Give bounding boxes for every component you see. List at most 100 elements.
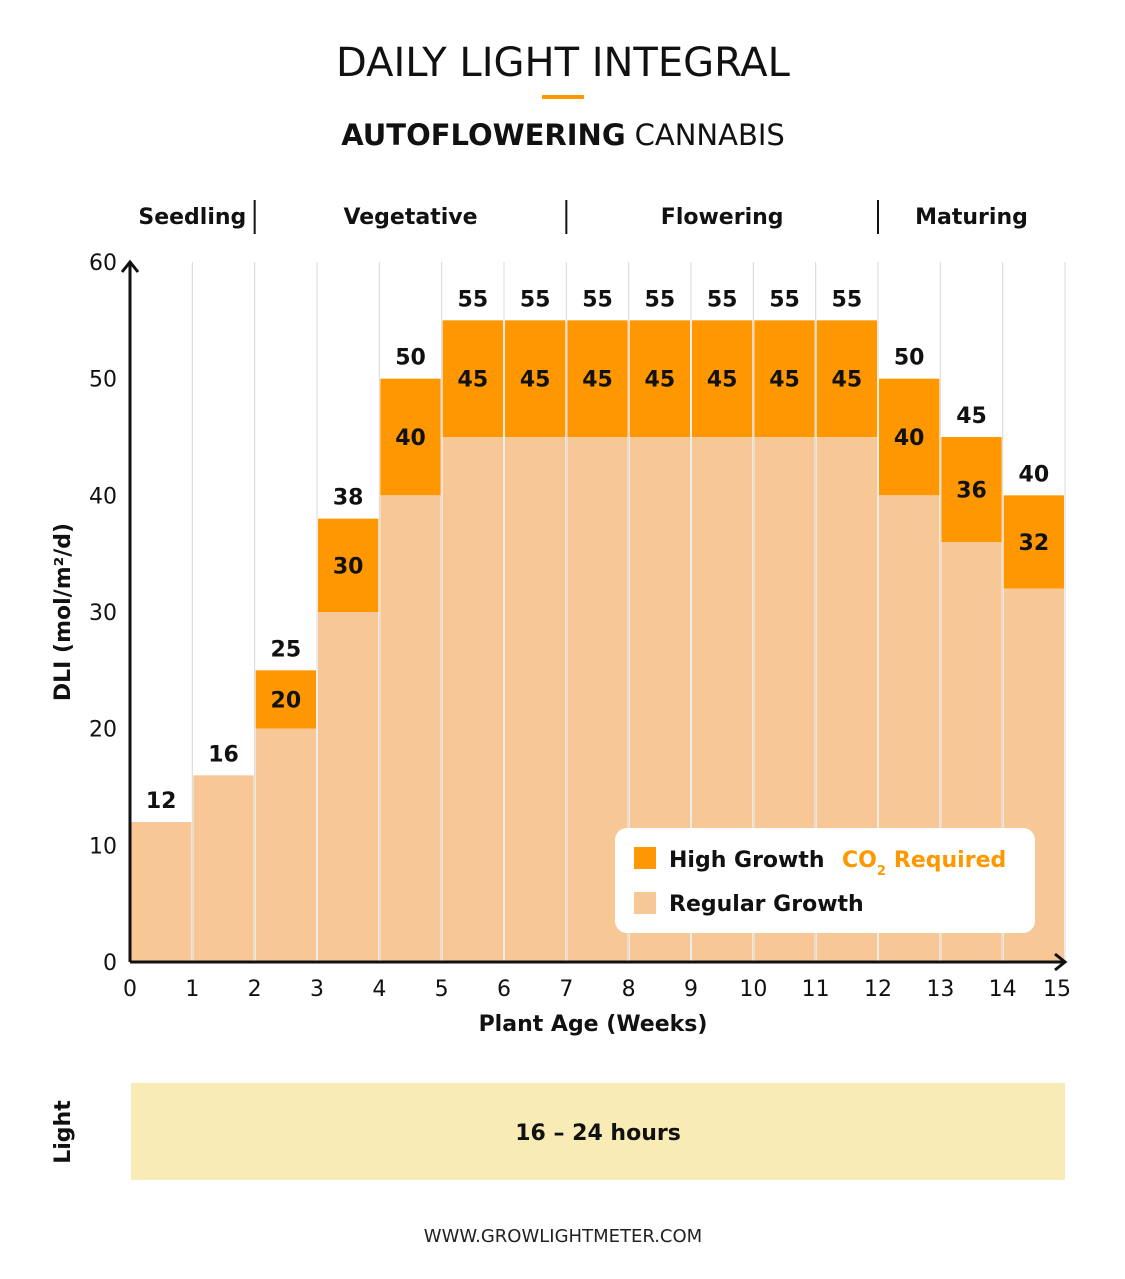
subtitle-rest: CANNABIS <box>635 118 785 152</box>
footer-url: WWW.GROWLIGHTMETER.COM <box>424 1226 702 1247</box>
x-tick-label: 8 <box>622 977 636 1002</box>
y-tick-label: 20 <box>89 718 117 743</box>
x-tick-label: 4 <box>372 977 386 1002</box>
chart-title: DAILY LIGHT INTEGRAL <box>336 40 791 86</box>
phase-label: Vegetative <box>343 205 477 230</box>
data-label-high: 50 <box>894 346 925 371</box>
x-tick-label: 3 <box>310 977 324 1002</box>
data-label-high: 45 <box>956 404 987 429</box>
bar-high-growth <box>941 437 1002 542</box>
bar-high-growth <box>629 320 690 437</box>
y-axis-arrow <box>120 259 140 273</box>
light-hours: 16 – 24 hours <box>515 1121 681 1146</box>
bar-regular-growth <box>318 612 379 962</box>
data-label-regular: 40 <box>395 426 426 451</box>
bar-regular-growth <box>380 495 441 962</box>
data-label-high: 50 <box>395 346 426 371</box>
bar-regular-growth <box>505 437 566 962</box>
data-label-regular: 45 <box>832 368 863 393</box>
data-label-regular: 30 <box>333 554 364 579</box>
data-label-high: 38 <box>333 486 364 511</box>
data-label-regular: 45 <box>645 368 676 393</box>
x-tick-label: 5 <box>435 977 449 1002</box>
phase-label: Maturing <box>915 205 1028 230</box>
data-label-regular: 32 <box>1019 531 1050 556</box>
legend-swatch-high <box>634 847 656 869</box>
bar-regular-growth <box>193 775 254 962</box>
bar-high-growth <box>442 320 503 437</box>
data-label-high: 55 <box>582 287 613 312</box>
bar-high-growth <box>255 670 316 729</box>
x-tick-label: 1 <box>185 977 199 1002</box>
bar-high-growth <box>692 320 753 437</box>
x-tick-label: 15 <box>1043 977 1071 1002</box>
data-label-regular: 45 <box>707 368 738 393</box>
y-tick-label: 30 <box>89 601 117 626</box>
legend-swatch-regular <box>634 892 656 914</box>
data-label-high: 55 <box>645 287 676 312</box>
data-label-high: 55 <box>707 287 738 312</box>
data-label-regular: 45 <box>458 368 489 393</box>
data-label-high: 40 <box>1019 462 1050 487</box>
data-label-regular: 12 <box>146 789 177 814</box>
phase-label: Flowering <box>661 205 784 230</box>
bar-high-growth <box>754 320 815 437</box>
bar-high-growth <box>318 518 379 612</box>
x-tick-label: 14 <box>989 977 1017 1002</box>
legend-box <box>615 828 1035 933</box>
data-label-regular: 36 <box>956 479 987 504</box>
y-tick-label: 60 <box>89 251 117 276</box>
data-label-regular: 45 <box>582 368 613 393</box>
bar-regular-growth <box>255 728 316 962</box>
data-label-regular: 40 <box>894 426 925 451</box>
title-underline <box>542 95 584 99</box>
bar-high-growth <box>567 320 628 437</box>
legend-co2-label: CO2 Required <box>842 848 1006 879</box>
x-tick-label: 13 <box>926 977 954 1002</box>
light-row-label: Light <box>51 1100 76 1164</box>
bar-high-growth <box>505 320 566 437</box>
y-tick-label: 10 <box>89 834 117 859</box>
subtitle-bold: AUTOFLOWERING <box>341 118 625 152</box>
bar-high-growth <box>879 378 940 496</box>
bar-regular-growth <box>131 822 192 962</box>
co2-required: Required <box>894 848 1006 873</box>
legend-regular-label: Regular Growth <box>669 892 864 917</box>
x-tick-label: 6 <box>497 977 511 1002</box>
chart-subtitle: AUTOFLOWERING CANNABIS <box>341 118 785 152</box>
bar-regular-growth <box>442 437 503 962</box>
data-label-high: 55 <box>520 287 551 312</box>
data-label-regular: 45 <box>769 368 800 393</box>
x-tick-label: 7 <box>559 977 573 1002</box>
co2-subscript: 2 <box>877 864 886 879</box>
x-tick-label: 12 <box>864 977 892 1002</box>
bar-high-growth <box>380 378 441 496</box>
data-label-regular: 45 <box>520 368 551 393</box>
legend-high-label: High Growth <box>669 848 825 873</box>
data-label-high: 55 <box>458 287 489 312</box>
bar-high-growth <box>1003 495 1064 589</box>
legend: High Growth CO2 Required Regular Growth <box>615 828 1035 933</box>
x-tick-label: 9 <box>684 977 698 1002</box>
bar-high-growth <box>816 320 877 437</box>
data-label-high: 25 <box>271 637 302 662</box>
phase-label: Seedling <box>138 205 246 230</box>
y-tick-label: 40 <box>89 484 117 509</box>
data-label-high: 55 <box>769 287 800 312</box>
x-tick-label: 2 <box>248 977 262 1002</box>
y-tick-label: 0 <box>103 951 117 976</box>
data-label-high: 55 <box>832 287 863 312</box>
x-tick-label: 11 <box>802 977 830 1002</box>
data-label-regular: 16 <box>208 742 239 767</box>
data-label-regular: 20 <box>271 689 302 714</box>
y-axis-label: DLI (mol/m²/d) <box>51 523 76 701</box>
x-tick-label: 0 <box>123 977 137 1002</box>
light-band <box>131 1083 1065 1180</box>
x-tick-label: 10 <box>739 977 767 1002</box>
x-axis-arrow <box>1054 952 1068 972</box>
co2-text: CO <box>842 848 877 873</box>
y-tick-label: 50 <box>89 368 117 393</box>
x-axis-label: Plant Age (Weeks) <box>479 1012 708 1037</box>
